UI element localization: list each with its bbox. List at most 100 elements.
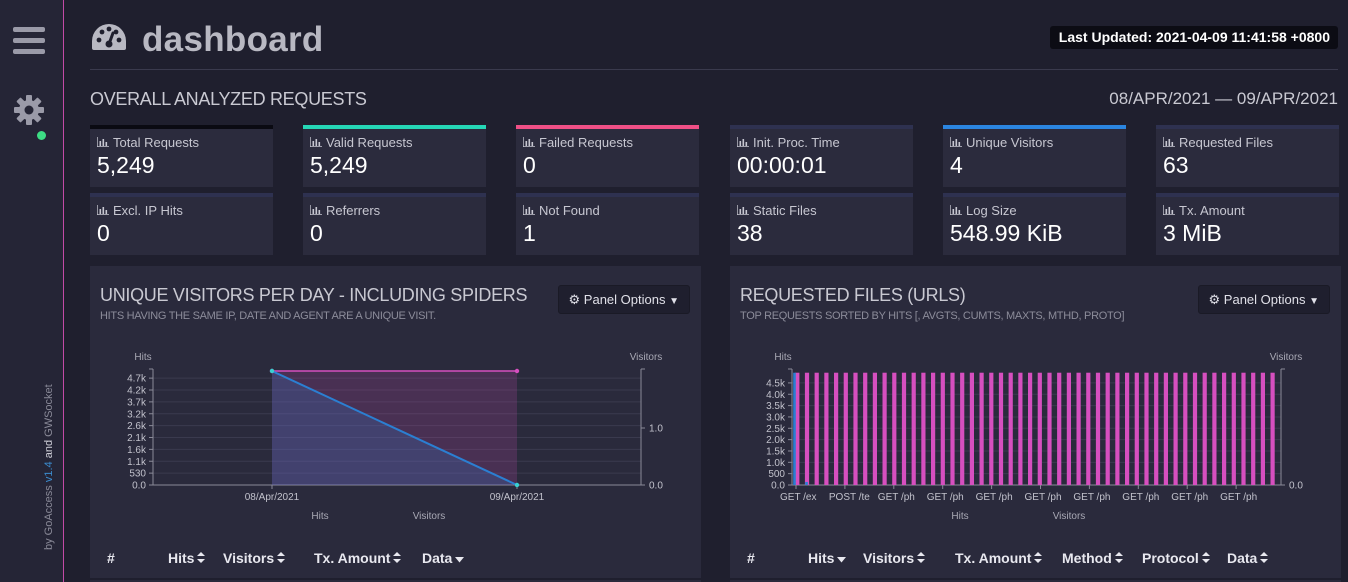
hits-bar[interactable] [1018, 372, 1023, 485]
column-header-visitors[interactable]: Visitors [863, 550, 926, 566]
hits-bar[interactable] [1047, 372, 1052, 485]
hits-bar[interactable] [1173, 372, 1178, 485]
column-header-visitors[interactable]: Visitors [223, 550, 286, 566]
hits-bar[interactable] [1125, 372, 1130, 485]
hits-bar[interactable] [1183, 372, 1188, 485]
hits-bar[interactable] [931, 372, 936, 485]
hits-bar[interactable] [960, 372, 965, 485]
hits-bar[interactable] [1037, 372, 1042, 485]
hits-bar[interactable] [1222, 372, 1227, 485]
stat-card-label: Total Requests [96, 135, 199, 150]
hits-bar[interactable] [1270, 372, 1275, 485]
hits-bar[interactable] [834, 372, 839, 485]
column-header-hits[interactable]: Hits [168, 550, 206, 566]
hits-bar[interactable] [979, 372, 984, 485]
hits-bar[interactable] [1212, 372, 1217, 485]
sort-icon [1260, 552, 1269, 566]
date-range: 08/APR/2021 — 09/APR/2021 [1109, 89, 1338, 108]
hits-bar[interactable] [1192, 372, 1198, 485]
hits-bar[interactable] [872, 372, 877, 485]
stat-card-value: 0 [97, 220, 110, 246]
y-tick-label: 1.0k [766, 458, 786, 469]
x-tick-label: GET /ph [976, 492, 1013, 503]
dashboard-gauge-icon [90, 22, 128, 54]
column-header-method[interactable]: Method [1062, 550, 1123, 566]
caret-down-icon: ▼ [669, 296, 679, 307]
y-tick-label: 4.7k [127, 374, 147, 385]
y2-tick-label: 0.0 [649, 481, 663, 492]
stat-card-label: Excl. IP Hits [96, 203, 183, 218]
visitors-point[interactable] [514, 482, 520, 488]
hits-bar[interactable] [1076, 372, 1081, 485]
hits-bar[interactable] [1251, 372, 1256, 485]
column-header-data[interactable]: Data [422, 550, 465, 566]
hits-bar[interactable] [853, 372, 858, 485]
hits-bar[interactable] [1057, 372, 1062, 485]
y-axis-title: Hits [134, 352, 151, 363]
visitors-point[interactable] [269, 368, 275, 374]
hits-bar[interactable] [1066, 372, 1071, 485]
column-header-hits[interactable]: Hits [808, 550, 847, 566]
column-header-protocol[interactable]: Protocol [1142, 550, 1210, 566]
hits-bar[interactable] [998, 372, 1004, 485]
hits-bar[interactable] [911, 372, 916, 485]
legend-hits: Hits [311, 511, 328, 522]
hits-bar[interactable] [882, 372, 887, 485]
hits-bar[interactable] [804, 372, 810, 485]
column-header-tx-amount[interactable]: Tx. Amount [955, 550, 1043, 566]
hits-bar[interactable] [1202, 372, 1207, 485]
gwsocket-link[interactable]: GWSocket [43, 384, 55, 437]
hits-bar[interactable] [901, 372, 907, 485]
bar-chart-icon [736, 135, 749, 148]
visitors-bar[interactable] [805, 482, 808, 485]
hits-bar[interactable] [989, 372, 994, 485]
hits-bar[interactable] [1231, 372, 1236, 485]
hits-bar[interactable] [843, 372, 848, 485]
hits-bar[interactable] [892, 372, 897, 485]
hits-bar[interactable] [1144, 372, 1149, 485]
hamburger-menu-icon[interactable] [13, 27, 45, 55]
hits-bar[interactable] [863, 372, 868, 485]
hits-bar[interactable] [1163, 372, 1168, 485]
stat-card-accent-bar [90, 193, 273, 197]
settings-gear-icon[interactable] [13, 94, 45, 126]
goaccess-version-link[interactable]: v1.4 [43, 461, 55, 483]
sort-icon [455, 554, 465, 566]
hits-bar[interactable] [921, 372, 926, 485]
hits-bar[interactable] [1115, 372, 1120, 485]
visitors-line [271, 370, 518, 486]
hits-bar[interactable] [1086, 372, 1091, 485]
sort-icon [917, 552, 926, 566]
stat-card-accent-bar [943, 125, 1126, 129]
hits-bar[interactable] [824, 372, 829, 485]
hits-bar[interactable] [950, 372, 955, 485]
hits-bar[interactable] [795, 372, 800, 485]
hits-bar[interactable] [969, 372, 974, 485]
stat-card-label: Failed Requests [522, 135, 633, 150]
hits-bar[interactable] [940, 372, 945, 485]
hits-bar[interactable] [814, 372, 819, 485]
visitors-bar[interactable] [793, 372, 796, 485]
sort-icon [1114, 552, 1123, 566]
stat-card-accent-bar [303, 125, 486, 129]
stat-card-label: Init. Proc. Time [736, 135, 840, 150]
y-tick-label: 2.5k [766, 424, 786, 435]
column-header-data[interactable]: Data [1227, 550, 1269, 566]
bar-chart-icon [949, 135, 962, 148]
requests-panel-options-button[interactable]: ⚙ Panel Options ▼ [1197, 285, 1330, 314]
y-axis-title: Hits [774, 352, 791, 363]
hits-bar[interactable] [1241, 372, 1246, 485]
hits-bar[interactable] [1095, 372, 1101, 485]
hits-bar[interactable] [1105, 372, 1110, 485]
hits-point[interactable] [514, 368, 520, 374]
hits-bar[interactable] [1154, 372, 1159, 485]
stat-card-accent-bar [1156, 193, 1339, 197]
column-header-tx-amount[interactable]: Tx. Amount [314, 550, 402, 566]
hits-bar[interactable] [1260, 372, 1265, 485]
visitors-table-header: # Hits Visitors Tx. Amount Data [90, 542, 701, 580]
visitors-panel-options-button[interactable]: ⚙ Panel Options ▼ [557, 285, 690, 314]
hits-bar[interactable] [1134, 372, 1139, 485]
y-tick-label: 3.5k [766, 401, 786, 412]
hits-bar[interactable] [1008, 372, 1013, 485]
hits-bar[interactable] [1028, 372, 1033, 485]
